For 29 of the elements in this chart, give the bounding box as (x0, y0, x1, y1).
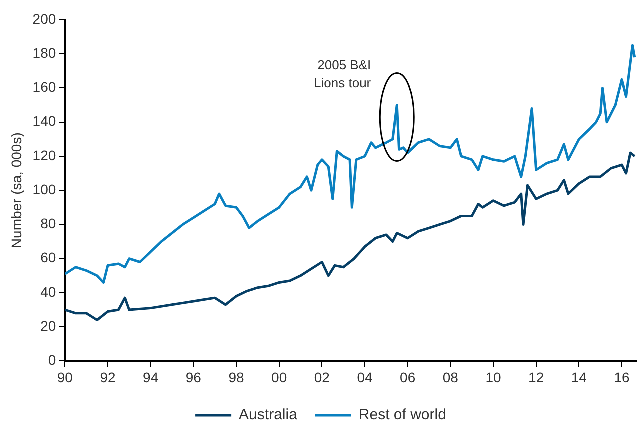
x-tick-label: 06 (400, 369, 416, 386)
y-tick-label: 80 (40, 216, 56, 232)
x-tick-label: 10 (486, 369, 502, 386)
y-tick-label: 20 (40, 318, 56, 334)
x-tick-label: 14 (571, 369, 588, 386)
y-tick-label: 0 (48, 352, 56, 368)
x-tick-label: 90 (57, 369, 74, 386)
x-tick-label: 16 (614, 369, 630, 386)
y-tick-label: 40 (40, 284, 56, 300)
legend-label: Rest of world (358, 406, 446, 424)
y-tick-label: 200 (32, 10, 56, 27)
y-tick-label: 160 (32, 79, 56, 96)
x-tick-label: 94 (143, 369, 159, 386)
x-tick-label: 12 (528, 369, 544, 386)
y-tick-label: 120 (32, 147, 56, 164)
x-tick-label: 08 (442, 369, 459, 386)
x-tick-label: 98 (228, 369, 244, 386)
x-tick-label: 02 (314, 369, 330, 386)
y-tick-label: 180 (32, 44, 56, 61)
x-tick-label: 00 (272, 369, 288, 386)
y-tick-label: 60 (40, 250, 56, 266)
y-tick-label: 100 (32, 181, 56, 198)
y-axis-title: Number (sa, 000s) (8, 132, 24, 249)
x-tick-label: 92 (100, 369, 116, 386)
y-tick-label: 140 (32, 113, 56, 130)
x-tick-label: 04 (357, 369, 373, 386)
annotation: 2005 B&I Lions tour (314, 57, 372, 90)
legend-label: Australia (239, 406, 298, 424)
x-tick-label: 96 (186, 369, 202, 386)
